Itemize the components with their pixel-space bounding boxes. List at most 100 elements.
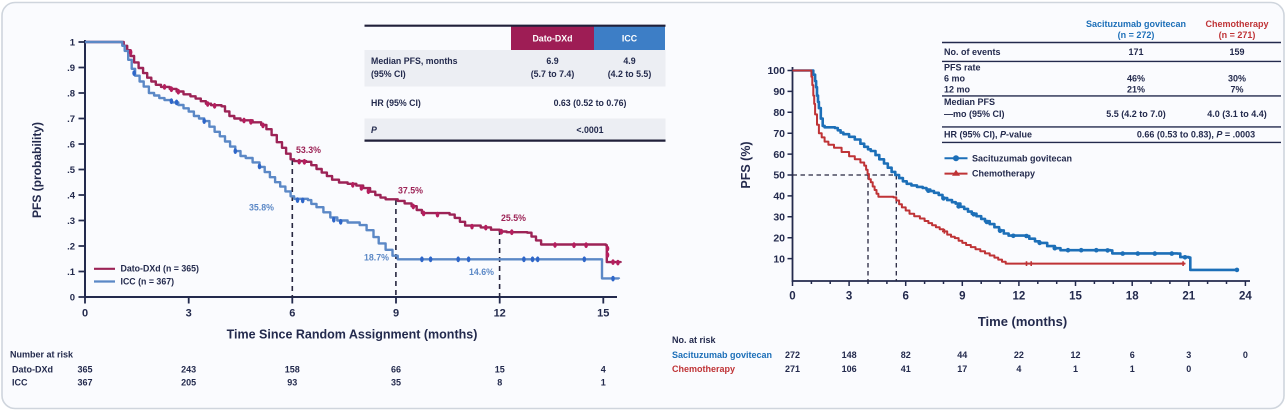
svg-text:.5: .5 [67,165,76,176]
svg-text:6: 6 [902,291,908,303]
svg-text:158: 158 [285,365,300,375]
svg-text:HR (95% CI), P-value: HR (95% CI), P-value [944,130,1032,140]
svg-text:8: 8 [497,378,502,388]
svg-text:Chemotherapy: Chemotherapy [672,364,735,374]
svg-text:Chemotherapy: Chemotherapy [972,169,1035,179]
svg-text:—mo (95% CI): —mo (95% CI) [944,109,1005,119]
svg-text:15: 15 [597,308,609,320]
svg-text:0: 0 [70,292,75,303]
svg-text:24: 24 [1239,291,1252,303]
svg-text:148: 148 [842,350,857,360]
svg-text:35.8%: 35.8% [249,203,274,213]
svg-text:40: 40 [773,191,785,203]
svg-text:Median PFS, months: Median PFS, months [371,56,458,66]
svg-text:17: 17 [957,364,967,374]
svg-text:(n = 272): (n = 272) [1118,30,1155,40]
svg-text:367: 367 [77,378,92,388]
svg-text:15: 15 [1069,291,1082,303]
svg-text:271: 271 [785,364,800,374]
svg-text:Sacituzumab govitecan: Sacituzumab govitecan [1086,19,1186,29]
svg-text:272: 272 [785,350,800,360]
svg-text:0.66 (0.53 to 0.83), P = .0003: 0.66 (0.53 to 0.83), P = .0003 [1137,130,1255,140]
svg-text:ICC: ICC [12,378,28,388]
svg-text:(n = 271): (n = 271) [1219,30,1256,40]
svg-text:<.0001: <.0001 [576,125,603,135]
svg-text:37.5%: 37.5% [398,186,423,196]
svg-text:159: 159 [1229,47,1244,57]
svg-text:ICC: ICC [622,34,638,44]
svg-text:9: 9 [959,291,965,303]
svg-text:93: 93 [287,378,297,388]
svg-text:10: 10 [773,253,785,265]
svg-text:5.5 (4.2 to 7.0): 5.5 (4.2 to 7.0) [1106,109,1166,119]
svg-text:4.9: 4.9 [623,56,635,66]
svg-text:Chemotherapy: Chemotherapy [1205,19,1268,29]
svg-text:6: 6 [1130,350,1135,360]
svg-text:243: 243 [181,365,196,375]
svg-text:21: 21 [1182,291,1195,303]
svg-text:1: 1 [601,378,606,388]
svg-text:12 mo: 12 mo [944,85,971,95]
svg-text:(4.2 to 5.5): (4.2 to 5.5) [608,69,652,79]
svg-text:106: 106 [842,364,857,374]
svg-text:3: 3 [846,291,852,303]
svg-text:18: 18 [1126,291,1139,303]
svg-text:1: 1 [70,37,76,48]
svg-text:60: 60 [773,149,785,161]
svg-text:0: 0 [1186,364,1191,374]
svg-text:Time (months): Time (months) [978,314,1067,329]
svg-text:365: 365 [77,365,92,375]
svg-text:44: 44 [957,350,967,360]
svg-text:No. of events: No. of events [944,47,1001,57]
svg-text:21%: 21% [1127,85,1145,95]
svg-text:205: 205 [181,378,196,388]
svg-text:6: 6 [289,308,295,320]
svg-text:(95% CI): (95% CI) [371,69,406,79]
svg-text:22: 22 [1014,350,1024,360]
svg-text:30%: 30% [1228,74,1246,84]
svg-text:Dato-DXd: Dato-DXd [12,365,53,375]
svg-text:171: 171 [1128,47,1143,57]
svg-text:12: 12 [1070,350,1080,360]
svg-text:.8: .8 [67,88,75,99]
svg-text:30: 30 [773,212,785,224]
svg-text:.3: .3 [67,216,75,227]
svg-text:PFS (probability): PFS (probability) [30,122,44,218]
svg-text:Dato-DXd (n = 365): Dato-DXd (n = 365) [121,264,200,274]
svg-text:53.3%: 53.3% [296,145,321,155]
svg-text:25.5%: 25.5% [501,213,526,223]
svg-text:ICC (n = 367): ICC (n = 367) [121,277,175,287]
svg-text:0: 0 [1243,350,1248,360]
svg-text:Sacituzumab govitecan: Sacituzumab govitecan [672,350,772,360]
svg-text:100: 100 [767,65,785,77]
svg-text:41: 41 [901,364,911,374]
svg-text:66: 66 [391,365,401,375]
svg-text:0.63 (0.52 to 0.76): 0.63 (0.52 to 0.76) [554,98,627,108]
svg-text:50: 50 [773,170,785,182]
svg-text:0: 0 [789,291,795,303]
svg-text:Dato-DXd: Dato-DXd [532,34,572,44]
svg-text:1: 1 [1073,364,1078,374]
svg-text:90: 90 [773,86,785,98]
svg-text:Sacituzumab govitecan: Sacituzumab govitecan [972,154,1072,164]
svg-text:14.6%: 14.6% [469,267,494,277]
svg-text:1: 1 [1130,364,1135,374]
svg-text:6 mo: 6 mo [944,74,966,84]
svg-text:HR (95% CI): HR (95% CI) [371,98,421,108]
svg-text:9: 9 [393,308,399,320]
svg-text:.6: .6 [67,139,75,150]
svg-text:Number at risk: Number at risk [10,350,74,360]
svg-text:12: 12 [494,308,506,320]
svg-text:3: 3 [1186,350,1191,360]
svg-text:4: 4 [1016,364,1021,374]
svg-text:.2: .2 [67,241,75,252]
svg-text:7%: 7% [1230,85,1243,95]
svg-text:Median PFS: Median PFS [944,97,995,107]
svg-text:3: 3 [186,308,192,320]
svg-text:35: 35 [391,378,401,388]
svg-text:Time Since Random Assignment (: Time Since Random Assignment (months) [227,328,478,342]
svg-text:82: 82 [901,350,911,360]
svg-text:4.0 (3.1 to 4.4): 4.0 (3.1 to 4.4) [1207,109,1267,119]
svg-text:15: 15 [495,365,505,375]
svg-text:.7: .7 [67,114,75,125]
